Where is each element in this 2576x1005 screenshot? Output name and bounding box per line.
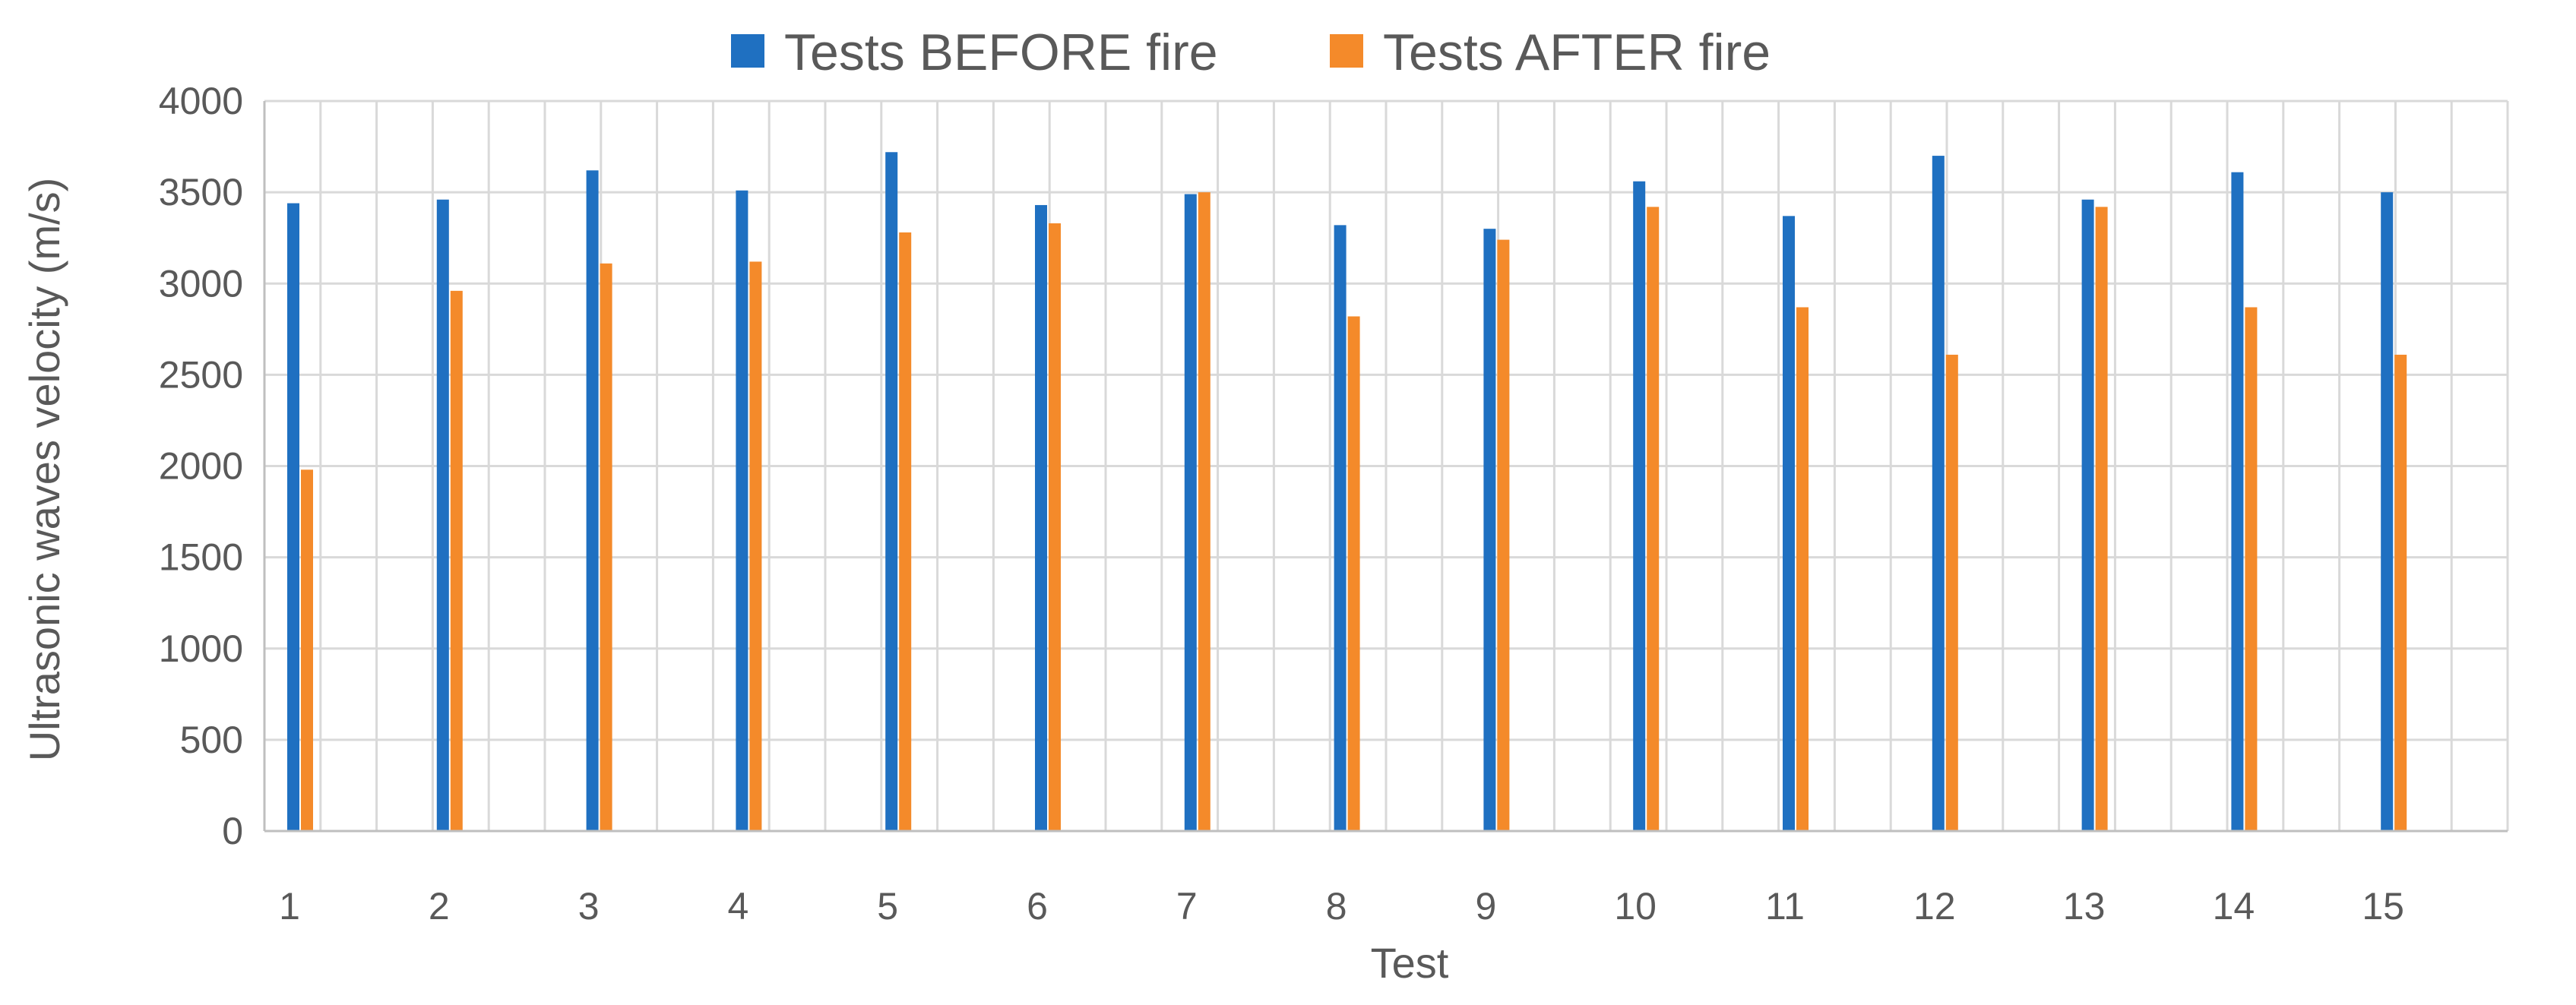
y-tick-label: 4000 [159,80,243,122]
bar-after-test-2 [450,290,463,831]
y-tick-label: 1500 [159,536,243,579]
bar-before-test-6 [1035,204,1047,831]
y-tick-label: 2000 [159,445,243,488]
x-axis-title: Test [1371,939,1449,987]
bar-after-test-12 [1945,354,1958,831]
bar-after-test-8 [1347,316,1360,831]
y-tick-label: 500 [180,719,243,761]
y-tick-label: 0 [222,810,243,852]
bar-before-test-8 [1334,225,1347,831]
x-tick-label: 13 [2063,885,2106,928]
x-tick-label: 15 [2362,885,2404,928]
bar-before-test-4 [736,190,748,831]
bar-after-test-6 [1049,223,1061,831]
x-tick-label: 3 [578,885,600,928]
x-tick-label: 7 [1176,885,1198,928]
bar-before-test-7 [1184,194,1197,832]
y-tick-label: 1000 [159,627,243,670]
x-tick-label: 11 [1765,885,1805,928]
bar-before-test-13 [2081,199,2094,831]
bar-after-test-3 [600,263,612,831]
y-axis-title: Ultrasonic waves velocity (m/s) [21,178,68,762]
axes [263,101,2508,833]
bar-after-test-14 [2245,307,2258,831]
bar-after-test-7 [1198,192,1210,831]
x-tick-label: 12 [1913,885,1956,928]
bar-before-test-3 [586,170,599,832]
x-tick-label: 1 [279,885,300,928]
bar-after-test-13 [2095,207,2108,832]
bar-before-test-14 [2231,172,2244,831]
bar-before-test-11 [1783,216,1795,831]
bar-before-test-2 [436,199,449,831]
y-tick-label: 3500 [159,171,243,213]
x-tick-label: 8 [1326,885,1347,928]
x-tick-label: 9 [1475,885,1496,928]
y-tick-label: 2500 [159,353,243,396]
bar-after-test-10 [1647,207,1660,832]
bar-after-test-4 [749,261,762,831]
bar-before-test-1 [287,203,299,831]
bar-after-test-9 [1497,239,1510,832]
bar-after-test-5 [899,232,912,832]
bar-after-test-15 [2394,354,2407,831]
legend-swatch-before-fire [731,34,764,68]
x-tick-label: 5 [877,885,898,928]
bar-after-test-1 [301,469,313,831]
legend-swatch-after-fire [1330,34,1363,68]
bar-before-test-10 [1633,181,1646,831]
legend: Tests BEFORE fire Tests AFTER fire [731,24,1771,81]
x-tick-label: 2 [429,885,450,928]
x-tick-label: 14 [2213,885,2255,928]
bar-before-test-12 [1932,156,1945,831]
x-tick-label: 6 [1027,885,1048,928]
y-tick-label: 3000 [159,262,243,305]
bar-before-test-15 [2381,192,2394,831]
bars [287,152,2407,832]
legend-label-after-fire: Tests AFTER fire [1383,24,1771,81]
x-tick-label: 4 [727,885,748,928]
bar-before-test-5 [885,152,898,831]
bar-before-test-9 [1483,229,1496,831]
x-tick-label: 10 [1614,885,1657,928]
legend-label-before-fire: Tests BEFORE fire [784,24,1218,81]
bar-after-test-11 [1796,307,1809,831]
